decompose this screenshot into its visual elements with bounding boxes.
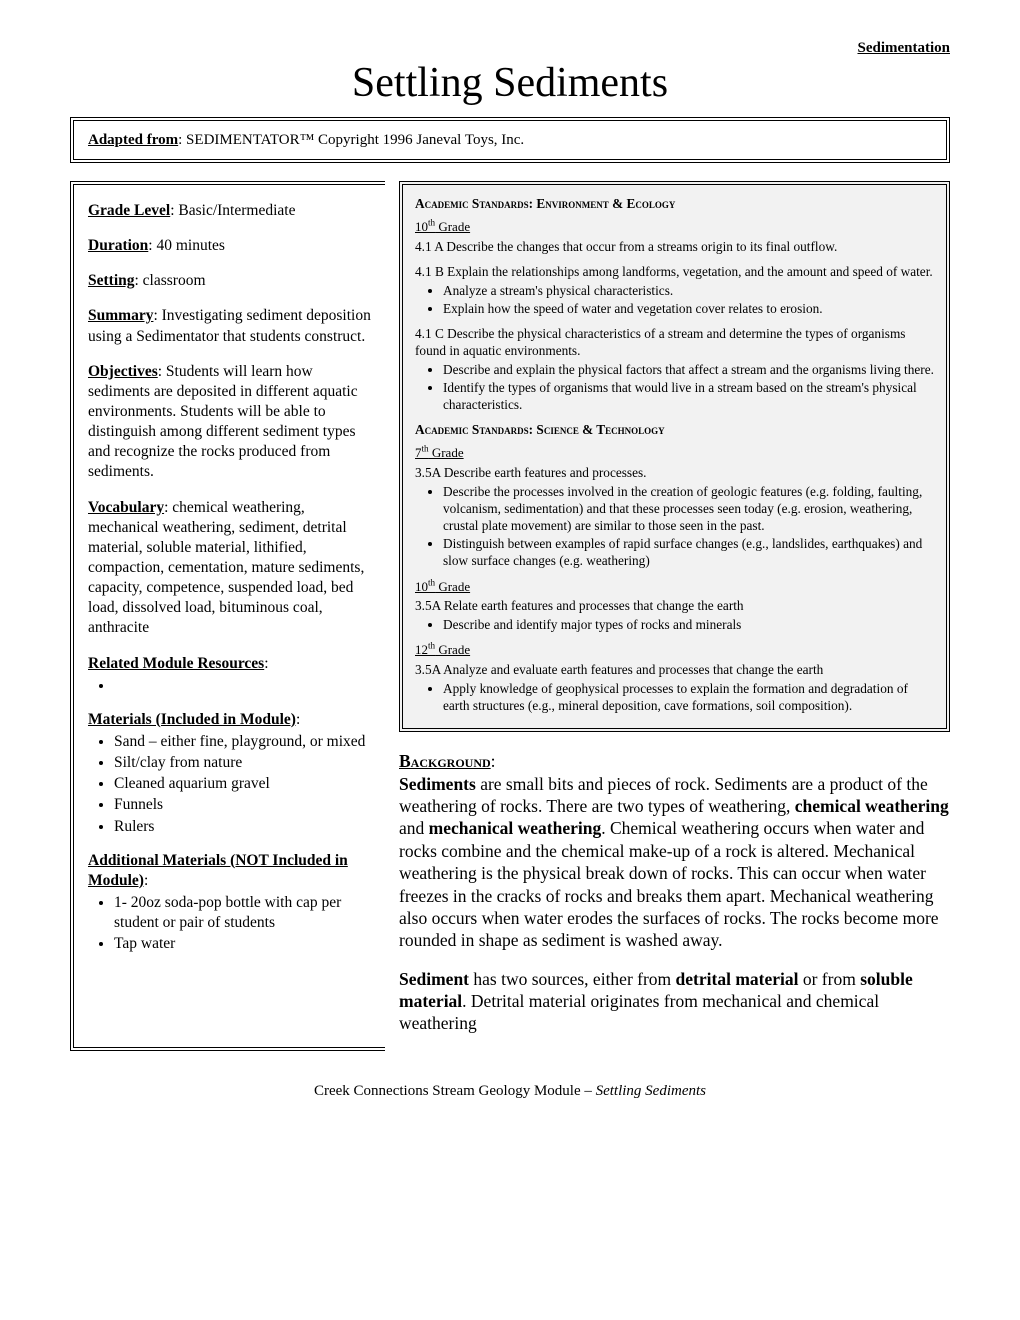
list-item: Rulers bbox=[114, 817, 373, 837]
list-item: Cleaned aquarium gravel bbox=[114, 774, 373, 794]
duration-label: Duration bbox=[88, 237, 148, 254]
related-text: : bbox=[264, 655, 268, 672]
left-sidebar: Grade Level: Basic/Intermediate Duration… bbox=[70, 181, 385, 1051]
env-hdr-b: : Environment & Ecology bbox=[529, 196, 676, 211]
list-item bbox=[114, 676, 373, 696]
grade-label: Grade Level bbox=[88, 202, 170, 219]
background-colon: : bbox=[491, 751, 496, 771]
summary-label: Summary bbox=[88, 307, 153, 324]
adapted-text: : SEDIMENTATOR™ Copyright 1996 Janeval T… bbox=[178, 132, 524, 148]
grade-10b: 10 bbox=[415, 579, 428, 594]
page-title: Settling Sediments bbox=[70, 59, 950, 107]
related-label: Related Module Resources bbox=[88, 655, 264, 672]
bg-p2a: Sediment bbox=[399, 969, 469, 989]
std-41a: 4.1 A Describe the changes that occur fr… bbox=[415, 238, 934, 255]
addl-list: 1- 20oz soda-pop bottle with cap per stu… bbox=[88, 893, 373, 954]
list-item: Distinguish between examples of rapid su… bbox=[443, 535, 934, 569]
std-41c: 4.1 C Describe the physical characterist… bbox=[415, 325, 934, 359]
sci-hdr-a: Academic Standards bbox=[415, 422, 529, 437]
std-35a10: 3.5A Relate earth features and processes… bbox=[415, 597, 934, 614]
addl-label: Additional Materials (NOT Included in Mo… bbox=[88, 852, 348, 889]
bg-p2c: detrital material bbox=[676, 969, 799, 989]
footer-b: Settling Sediments bbox=[596, 1083, 706, 1099]
list-item: Explain how the speed of water and veget… bbox=[443, 300, 934, 317]
setting-text: : classroom bbox=[135, 272, 206, 289]
std-35a7: 3.5A Describe earth features and process… bbox=[415, 464, 934, 481]
grade-12: 12 bbox=[415, 642, 428, 657]
grade-12-txt: Grade bbox=[435, 642, 470, 657]
list-item: Apply knowledge of geophysical processes… bbox=[443, 680, 934, 714]
list-item: Describe the processes involved in the c… bbox=[443, 483, 934, 534]
grade-10b-txt: Grade bbox=[435, 579, 470, 594]
grade-text: : Basic/Intermediate bbox=[170, 202, 295, 219]
materials-list: Sand – either fine, playground, or mixed… bbox=[88, 732, 373, 837]
objectives-label: Objectives bbox=[88, 363, 158, 380]
adapted-label: Adapted from bbox=[88, 132, 178, 148]
standards-box: Academic Standards: Environment & Ecolog… bbox=[399, 181, 950, 732]
bg-p1e: mechanical weathering bbox=[429, 818, 602, 838]
background-hdr: Background bbox=[399, 751, 491, 771]
list-item: Silt/clay from nature bbox=[114, 753, 373, 773]
duration-text: : 40 minutes bbox=[148, 237, 225, 254]
list-item: Identify the types of organisms that wou… bbox=[443, 379, 934, 413]
list-item: 1- 20oz soda-pop bottle with cap per stu… bbox=[114, 893, 373, 933]
env-hdr-a: Academic Standards bbox=[415, 196, 529, 211]
header-topic: Sedimentation bbox=[70, 40, 950, 57]
content-columns: Grade Level: Basic/Intermediate Duration… bbox=[70, 181, 950, 1051]
vocab-label: Vocabulary bbox=[88, 499, 164, 516]
setting-label: Setting bbox=[88, 272, 135, 289]
addl-text: : bbox=[144, 872, 148, 889]
materials-text: : bbox=[296, 711, 300, 728]
page-footer: Creek Connections Stream Geology Module … bbox=[70, 1083, 950, 1100]
background-section: Background: Sediments are small bits and… bbox=[399, 750, 950, 1035]
list-item: Describe and identify major types of roc… bbox=[443, 616, 934, 633]
grade-10: 10 bbox=[415, 219, 428, 234]
grade-7-sup: th bbox=[422, 444, 429, 454]
vocab-text: : chemical weathering, mechanical weathe… bbox=[88, 499, 364, 637]
bg-p2f: . Detrital material originates from mech… bbox=[399, 991, 879, 1033]
bg-p2b: has two sources, either from bbox=[469, 969, 676, 989]
footer-a: Creek Connections Stream Geology Module … bbox=[314, 1083, 596, 1099]
materials-label: Materials (Included in Module) bbox=[88, 711, 296, 728]
std-41b: 4.1 B Explain the relationships among la… bbox=[415, 263, 934, 280]
list-item: Tap water bbox=[114, 934, 373, 954]
grade-10-txt: Grade bbox=[435, 219, 470, 234]
objectives-text: : Students will learn how sediments are … bbox=[88, 363, 358, 481]
bg-p1a: Sediments bbox=[399, 774, 476, 794]
right-column: Academic Standards: Environment & Ecolog… bbox=[385, 181, 950, 1051]
bg-p2d: or from bbox=[798, 969, 860, 989]
list-item: Analyze a stream's physical characterist… bbox=[443, 282, 934, 299]
bg-p1c: chemical weathering bbox=[795, 796, 949, 816]
sci-hdr-b: : Science & Technology bbox=[529, 422, 665, 437]
adapted-box: Adapted from: SEDIMENTATOR™ Copyright 19… bbox=[70, 117, 950, 163]
related-list bbox=[88, 676, 373, 696]
grade-7-txt: Grade bbox=[429, 445, 464, 460]
list-item: Describe and explain the physical factor… bbox=[443, 361, 934, 378]
bg-p1d: and bbox=[399, 818, 429, 838]
list-item: Funnels bbox=[114, 795, 373, 815]
std-35a12: 3.5A Analyze and evaluate earth features… bbox=[415, 661, 934, 678]
list-item: Sand – either fine, playground, or mixed bbox=[114, 732, 373, 752]
